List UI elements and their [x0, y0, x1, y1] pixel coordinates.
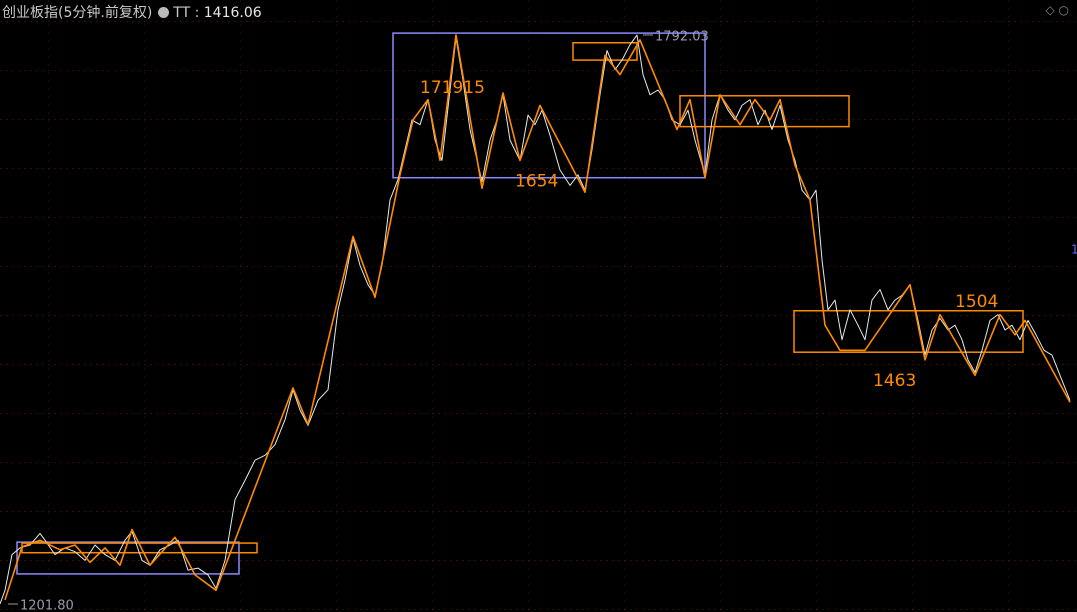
circle-icon[interactable]: ○: [1058, 3, 1069, 17]
price-line: [4, 34, 1071, 601]
price-mark-label: 1792.03: [655, 30, 709, 45]
annotation: 1463: [873, 371, 916, 391]
edge-label: 1: [1071, 243, 1077, 257]
header: 创业板指(5分钟.前复权) TT : 1416.06: [2, 2, 262, 22]
annotation: 1504: [955, 292, 998, 312]
indicator-separator: :: [194, 5, 200, 21]
annotation: 1654: [515, 172, 558, 192]
indicator-value: 1416.06: [203, 5, 262, 21]
chart-title: 创业板指(5分钟.前复权): [2, 5, 153, 21]
annotation: 171915: [420, 78, 485, 98]
range-box: [679, 95, 850, 128]
diamond-icon[interactable]: ◇: [1045, 3, 1055, 17]
indicator-name: TT: [173, 5, 191, 21]
range-box: [392, 32, 706, 179]
price-line: [0, 34, 1071, 605]
price-mark-label: 1201.80: [20, 598, 74, 612]
indicator-icon[interactable]: [158, 7, 170, 18]
window-icons: ◇ ○: [1045, 3, 1069, 17]
